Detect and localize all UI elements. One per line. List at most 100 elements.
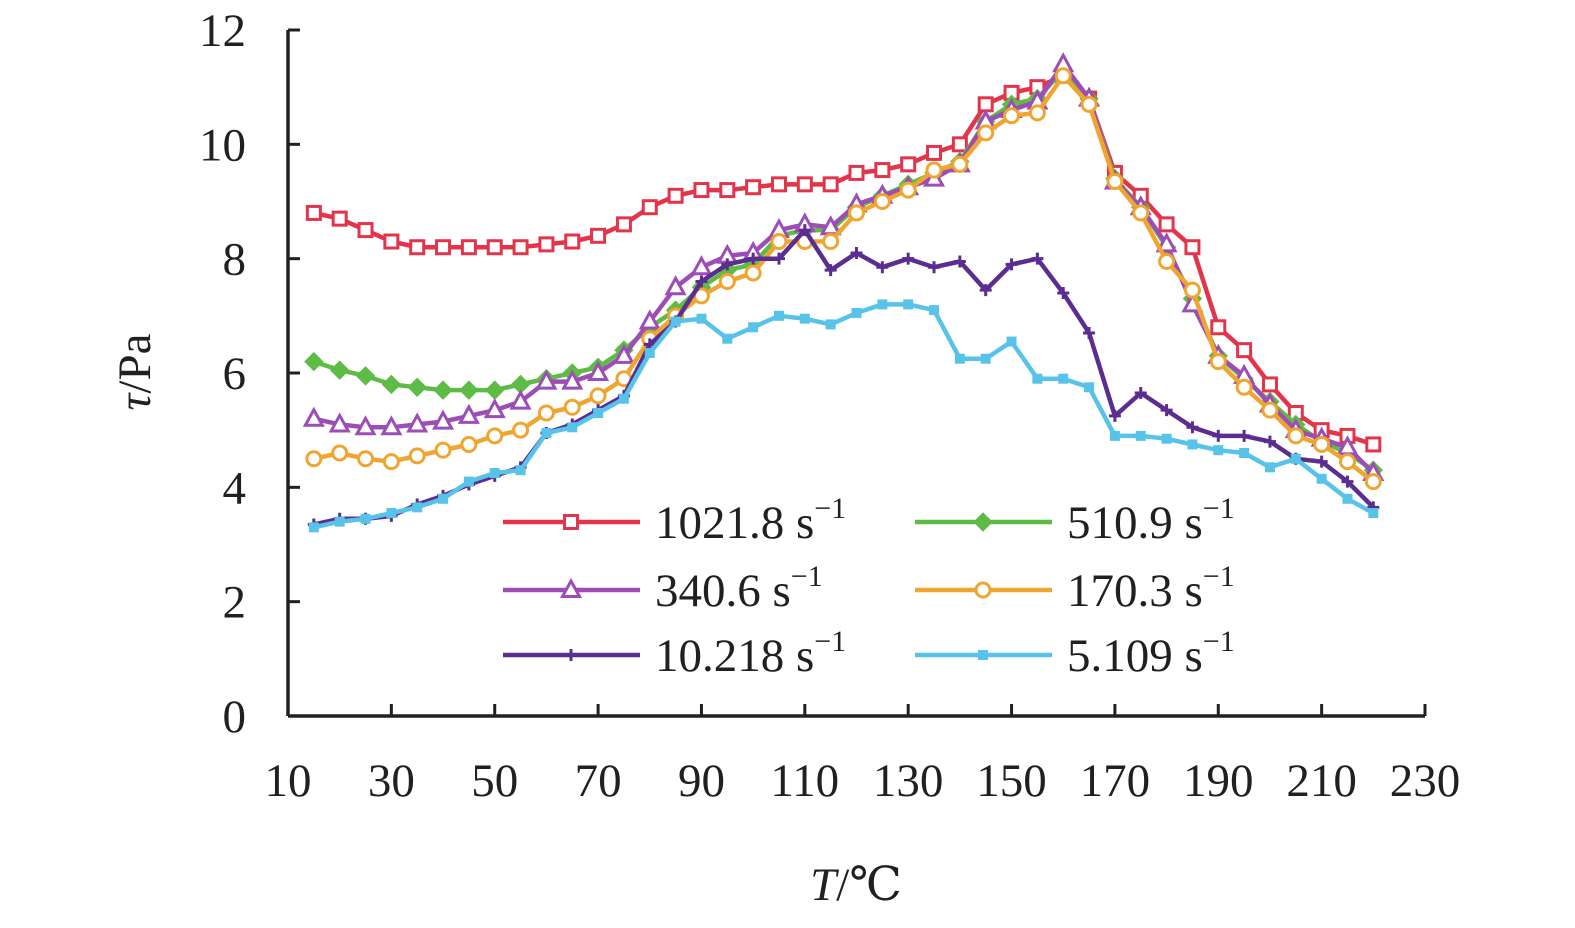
data-point [745, 179, 762, 196]
series-5 [308, 299, 1379, 533]
data-point [670, 316, 681, 327]
data-point [383, 233, 400, 250]
data-point [386, 508, 397, 519]
data-point [486, 239, 503, 256]
data-point [485, 380, 505, 400]
data-point [354, 415, 377, 436]
legend-item: 340.6 s−1 [503, 560, 823, 617]
data-point [903, 299, 914, 310]
data-point [822, 233, 840, 251]
x-tick-label: 150 [976, 755, 1047, 807]
data-point [305, 450, 323, 468]
data-point [565, 649, 577, 661]
data-point [538, 236, 555, 253]
data-point [357, 222, 374, 239]
data-point [877, 299, 888, 310]
x-ticks: 10 30 50 70 90 110 130 150 170 190 210 230 [265, 704, 1460, 807]
data-point [641, 199, 658, 216]
data-point [1031, 252, 1044, 265]
data-point [1160, 404, 1173, 417]
data-point [381, 374, 402, 395]
data-point [848, 164, 865, 181]
data-point [721, 258, 734, 271]
legend-label: 510.9 s−1 [1067, 492, 1235, 549]
series-line [313, 67, 1375, 473]
x-tick-label: 90 [678, 755, 725, 807]
data-point [1261, 401, 1279, 419]
series-2 [302, 52, 1385, 482]
data-point [1109, 430, 1120, 441]
data-point [1132, 204, 1150, 222]
data-point [1209, 353, 1227, 371]
data-point [1261, 376, 1278, 393]
data-point [483, 398, 506, 419]
legend-label-superscript: −1 [814, 492, 846, 525]
data-point [722, 333, 733, 344]
data-point [1080, 95, 1098, 113]
series-3 [305, 67, 1382, 491]
data-point [799, 313, 810, 324]
y-tick-label: 12 [199, 5, 246, 57]
data-point [615, 216, 632, 233]
data-point [537, 404, 555, 422]
data-point [1338, 453, 1356, 471]
legend-label-superscript: −1 [814, 625, 846, 658]
data-point [305, 204, 322, 221]
y-tick-label: 4 [223, 462, 247, 514]
data-point [334, 516, 345, 527]
data-point [433, 380, 453, 400]
data-point [693, 182, 710, 199]
data-point [612, 343, 635, 364]
x-tick-label: 170 [1080, 755, 1151, 807]
data-point [460, 435, 478, 453]
data-point [822, 176, 839, 193]
data-point [331, 444, 349, 462]
legend-label-text: 1021.8 s [655, 497, 814, 549]
data-point [902, 252, 915, 265]
data-point [1264, 462, 1275, 473]
data-point [463, 476, 474, 487]
data-point [926, 144, 943, 161]
data-point [512, 421, 530, 439]
data-point [406, 412, 429, 433]
legend-label-text: 10.218 s [655, 630, 814, 682]
data-point [357, 450, 375, 468]
legend-label: 1021.8 s−1 [655, 492, 846, 549]
data-point [512, 239, 529, 256]
legend-item: 170.3 s−1 [915, 560, 1235, 617]
data-point [1106, 172, 1124, 190]
data-point [1238, 429, 1251, 442]
data-point [563, 514, 579, 530]
legend-label: 10.218 s−1 [655, 625, 846, 682]
data-point [355, 366, 376, 386]
data-point [748, 322, 759, 333]
data-point [432, 409, 455, 430]
data-point [798, 224, 811, 237]
data-point [1158, 216, 1175, 233]
data-point [770, 176, 787, 193]
data-point [951, 136, 968, 153]
data-point [873, 193, 891, 210]
data-point [977, 96, 994, 113]
data-point [1313, 435, 1331, 453]
data-point [1028, 104, 1046, 122]
data-point [1316, 473, 1327, 484]
data-point [718, 273, 736, 291]
y-tick-label: 8 [223, 234, 247, 286]
data-point [695, 275, 708, 288]
data-point [559, 577, 583, 598]
x-tick-label: 110 [770, 755, 839, 807]
data-point [1239, 448, 1250, 459]
series-0 [305, 67, 1382, 453]
data-point [435, 239, 452, 256]
data-point [409, 239, 426, 256]
data-point [848, 204, 865, 222]
data-point [380, 415, 403, 436]
legend-label: 170.3 s−1 [1067, 560, 1235, 617]
data-point [900, 156, 917, 173]
legend-item: 510.9 s−1 [915, 492, 1235, 549]
data-point [329, 360, 350, 380]
data-point [1235, 378, 1253, 396]
data-point [1236, 342, 1253, 359]
data-point [407, 377, 427, 397]
